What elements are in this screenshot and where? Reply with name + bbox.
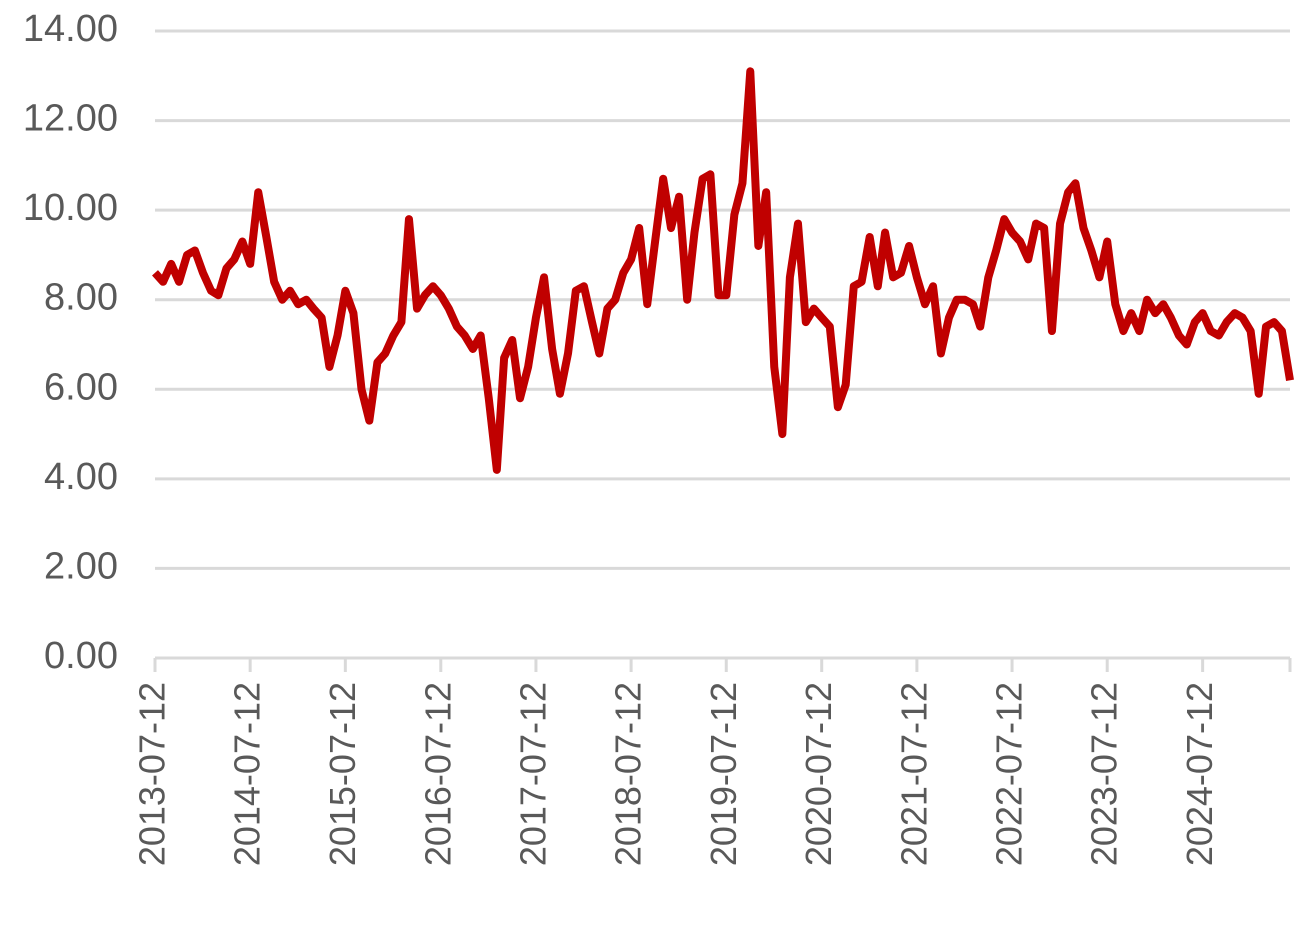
x-tick-label: 2014-07-12 [227, 682, 268, 866]
x-tick-label: 2015-07-12 [322, 682, 363, 866]
y-tick-label: 0.00 [44, 635, 118, 677]
x-tick-label: 2021-07-12 [893, 682, 934, 866]
x-tick-label: 2024-07-12 [1179, 682, 1220, 866]
x-tick-label: 2020-07-12 [798, 682, 839, 866]
y-tick-label: 2.00 [44, 545, 118, 587]
x-tick-label: 2017-07-12 [512, 682, 553, 866]
x-tick-label: 2018-07-12 [608, 682, 649, 866]
y-tick-label: 4.00 [44, 456, 118, 498]
y-tick-label: 10.00 [23, 187, 118, 229]
y-tick-label: 8.00 [44, 277, 118, 319]
x-tick-label: 2016-07-12 [417, 682, 458, 866]
data-line [152, 67, 1294, 474]
x-tick-label: 2023-07-12 [1084, 682, 1125, 866]
x-tick-label: 2022-07-12 [989, 682, 1030, 866]
y-tick-label: 6.00 [44, 366, 118, 408]
x-tick-label: 2019-07-12 [703, 682, 744, 866]
y-tick-label: 14.00 [23, 8, 118, 50]
x-tick-label: 2013-07-12 [132, 682, 173, 866]
y-tick-label: 12.00 [23, 98, 118, 140]
